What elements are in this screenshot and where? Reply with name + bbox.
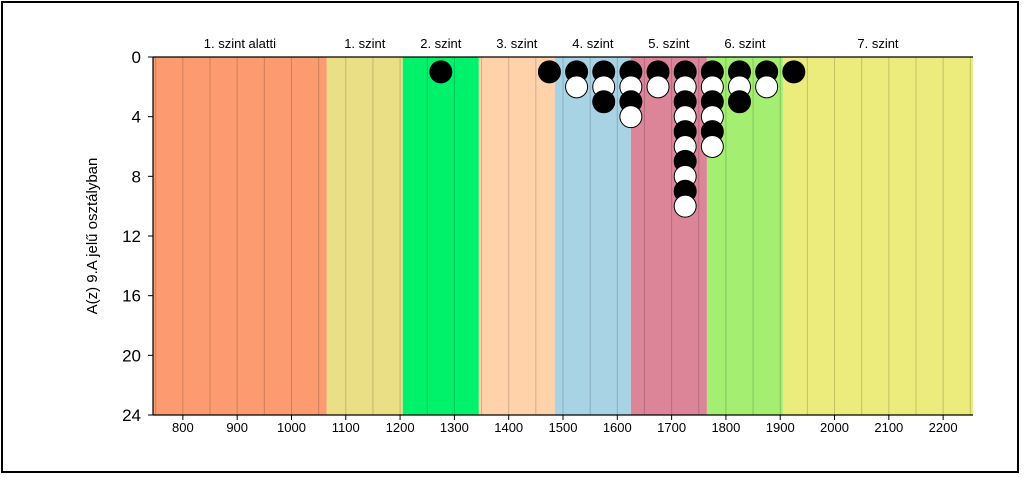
data-point-white xyxy=(700,135,724,158)
x-tick-label: 1300 xyxy=(440,420,469,435)
points-layer xyxy=(429,60,806,218)
data-point-black xyxy=(537,60,561,84)
band-2 xyxy=(326,57,403,415)
band-1 xyxy=(153,57,327,415)
x-tick-label: 2200 xyxy=(929,420,958,435)
band-6 xyxy=(630,57,707,415)
x-tick-label: 2100 xyxy=(874,420,903,435)
band-label: 1. szint alatti xyxy=(204,36,276,51)
band-3 xyxy=(402,57,479,415)
band-label: 2. szint xyxy=(420,36,462,51)
x-tick-label: 2000 xyxy=(820,420,849,435)
y-ticks-layer: 0 4 8 12 16 20 24 xyxy=(122,48,153,425)
data-point-white xyxy=(619,105,643,129)
x-tick-label: 900 xyxy=(226,420,248,435)
x-tick-label: 1200 xyxy=(386,420,415,435)
bands-layer xyxy=(153,57,973,415)
band-label: 7. szint xyxy=(857,36,899,51)
band-labels-layer: 1. szint alatti 1. szint 2. szint 3. szint 4… xyxy=(204,36,899,51)
x-tick-label: 1600 xyxy=(603,420,632,435)
x-ticks-layer: 800 900 1000 1100 1200 1300 1400 1500 1600 1700 18… xyxy=(172,415,958,435)
y-tick-label: 24 xyxy=(122,406,141,425)
band-label: 4. szint xyxy=(572,36,614,51)
y-tick-label: 8 xyxy=(132,167,141,186)
y-tick-label: 16 xyxy=(122,287,141,306)
band-label: 1. szint xyxy=(344,36,386,51)
x-tick-label: 800 xyxy=(172,420,194,435)
x-tick-label: 1900 xyxy=(766,420,795,435)
x-tick-label: 1700 xyxy=(657,420,686,435)
data-point-white xyxy=(673,194,697,218)
data-point-white xyxy=(565,75,589,99)
data-point-black xyxy=(592,90,616,114)
y-axis-label: A(z) 9.A jelű osztályban xyxy=(84,158,101,315)
band-4 xyxy=(478,57,555,415)
grid-layer xyxy=(155,57,971,415)
x-tick-label: 1100 xyxy=(332,420,360,435)
band-label: 5. szint xyxy=(648,36,690,51)
y-tick-label: 12 xyxy=(122,227,141,246)
y-tick-label: 4 xyxy=(132,108,141,127)
data-point-white xyxy=(646,75,670,99)
x-tick-label: 1800 xyxy=(711,420,740,435)
x-tick-label: 1400 xyxy=(494,420,523,435)
data-point-white xyxy=(755,75,779,99)
data-point-black xyxy=(782,60,806,84)
x-tick-label: 1000 xyxy=(277,420,306,435)
band-5 xyxy=(554,57,631,415)
y-tick-label: 0 xyxy=(132,48,141,67)
y-tick-label: 20 xyxy=(122,346,141,365)
band-label: 6. szint xyxy=(724,36,766,51)
data-point-black xyxy=(727,90,751,114)
band-8 xyxy=(782,57,973,415)
data-point-black xyxy=(429,60,453,84)
x-tick-label: 1500 xyxy=(549,420,578,435)
band-label: 3. szint xyxy=(496,36,538,51)
